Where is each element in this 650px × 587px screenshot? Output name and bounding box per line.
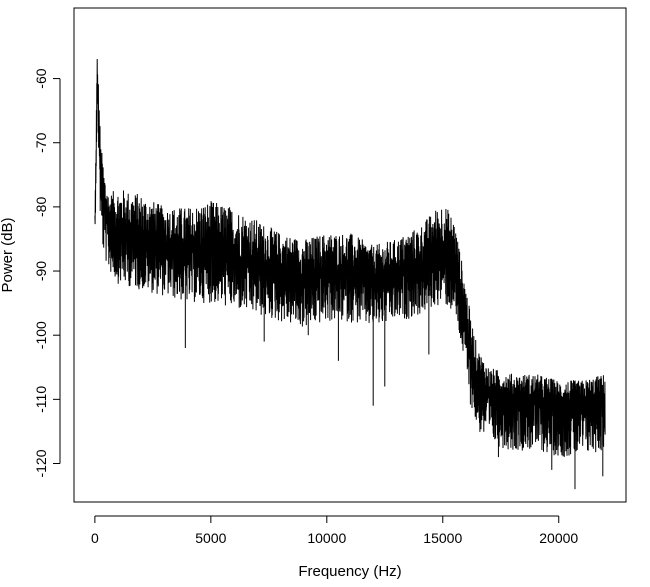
x-tick-label: 10000 (307, 530, 346, 546)
y-axis: -60 -70 -80 -90 -100 -110 -120 (33, 68, 61, 478)
x-tick-label: 0 (91, 530, 99, 546)
y-tick-label: -100 (33, 321, 49, 349)
y-tick-label: -90 (33, 261, 49, 281)
x-tick-label: 5000 (195, 530, 226, 546)
y-tick-label: -80 (33, 197, 49, 217)
x-tick-label: 15000 (423, 530, 462, 546)
y-tick-label: -120 (33, 449, 49, 477)
x-tick-label: 20000 (539, 530, 578, 546)
spectrum-trace (94, 58, 606, 457)
x-axis-label: Frequency (Hz) (298, 563, 401, 580)
x-axis: 0 5000 10000 15000 20000 (91, 515, 578, 546)
y-axis-label: Power (dB) (0, 217, 16, 292)
y-tick-label: -70 (33, 132, 49, 152)
plot-frame (73, 7, 627, 503)
y-tick-label: -60 (33, 68, 49, 88)
power-spectrum-series (94, 58, 606, 490)
y-tick-label: -110 (33, 386, 49, 413)
